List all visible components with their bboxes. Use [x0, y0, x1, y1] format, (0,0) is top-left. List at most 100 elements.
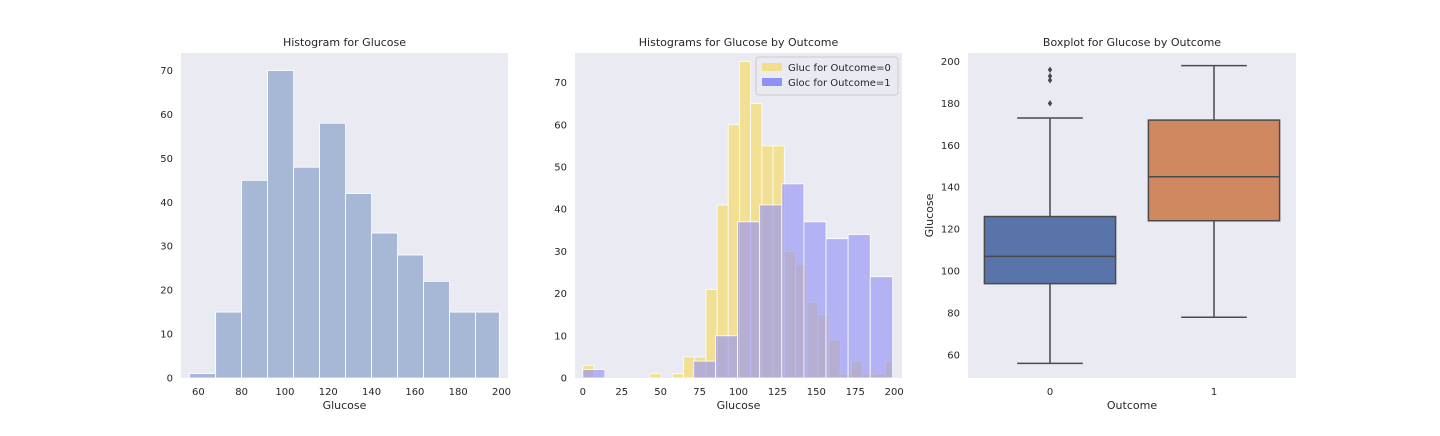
- y-tick-label: 50: [554, 162, 567, 173]
- histogram-bar: [671, 373, 684, 379]
- histogram-bar: [759, 204, 783, 379]
- histogram-bar: [582, 369, 606, 379]
- y-tick-label: 10: [554, 331, 567, 342]
- y-tick-label: 20: [160, 286, 173, 297]
- y-tick-labels: 0 10 20 30 40 50 60 70: [160, 66, 173, 384]
- x-tick-label: 1: [1211, 387, 1217, 398]
- panel-histogram-glucose: 60 80 100 120 140 160 180 200 0 10 20 30 40 50 60 70 H…: [160, 36, 511, 412]
- x-tick-label: 100: [275, 387, 294, 398]
- histogram-bar: [847, 234, 871, 379]
- y-axis-label: Glucose: [923, 193, 936, 237]
- histogram-bar: [345, 193, 372, 379]
- x-tick-label: 140: [362, 387, 381, 398]
- histogram-bar: [803, 221, 827, 379]
- x-tick-label: 75: [693, 387, 706, 398]
- x-tick-label: 50: [654, 387, 667, 398]
- x-axis-label: Outcome: [1107, 399, 1157, 412]
- x-tick-label: 200: [885, 387, 904, 398]
- x-tick-label: 25: [615, 387, 628, 398]
- x-axis-label: Glucose: [323, 399, 367, 412]
- panel-histograms-by-outcome: 0 25 50 75 100 125 150 175 200 0 10 20 30 40 50 60 70 H…: [554, 36, 903, 412]
- outlier-point: [1047, 100, 1053, 107]
- legend-swatch-outcome-1: [762, 78, 782, 86]
- y-tick-label: 40: [160, 198, 173, 209]
- histogram-bar: [215, 311, 243, 379]
- y-tick-label: 120: [941, 225, 960, 236]
- x-tick-label: 120: [319, 387, 338, 398]
- x-tick-label: 200: [492, 387, 511, 398]
- y-tick-label: 20: [554, 289, 567, 300]
- y-tick-label: 30: [554, 247, 567, 258]
- y-tick-label: 70: [160, 66, 173, 77]
- outlier-point: [1047, 77, 1053, 84]
- y-tick-labels: 60 80 100 120 140 160 180 200: [941, 57, 960, 362]
- chart-title: Boxplot for Glucose by Outcome: [1043, 36, 1221, 49]
- histogram-bar: [475, 311, 500, 379]
- x-tick-labels: 0 25 50 75 100 125 150 175 200: [580, 387, 904, 398]
- x-tick-label: 175: [846, 387, 865, 398]
- boxplots: [983, 64, 1281, 365]
- outlier-point: [1047, 72, 1053, 80]
- legend: Gluc for Outcome=0 Gloc for Outcome=1: [755, 56, 899, 96]
- histogram-bar: [737, 221, 761, 379]
- x-tick-label: 180: [449, 387, 468, 398]
- x-tick-label: 125: [768, 387, 787, 398]
- x-tick-label: 80: [235, 387, 248, 398]
- legend-label-outcome-0: Gluc for Outcome=0: [788, 63, 891, 74]
- box-iqr: [983, 215, 1117, 285]
- x-tick-label: 60: [192, 387, 205, 398]
- x-tick-label: 0: [1047, 387, 1053, 398]
- histogram-bar: [267, 70, 295, 379]
- legend-swatch-outcome-0: [762, 63, 782, 71]
- chart-title: Histograms for Glucose by Outcome: [639, 36, 839, 49]
- x-tick-label: 150: [807, 387, 826, 398]
- y-tick-label: 140: [941, 183, 960, 194]
- histogram-bar: [449, 311, 476, 379]
- y-tick-label: 60: [947, 350, 960, 361]
- y-tick-label: 160: [941, 141, 960, 152]
- y-tick-label: 60: [160, 110, 173, 121]
- histogram-bar: [423, 280, 450, 379]
- x-axis-label: Glucose: [717, 399, 761, 412]
- box-iqr: [1147, 119, 1281, 222]
- outlier-point: [1047, 66, 1053, 73]
- x-tick-label: 0: [580, 387, 586, 398]
- x-tick-label: 160: [405, 387, 424, 398]
- histogram-bar: [715, 335, 738, 379]
- x-tick-label: 100: [729, 387, 748, 398]
- y-tick-label: 200: [941, 57, 960, 68]
- y-tick-label: 70: [554, 78, 567, 89]
- histogram-bar: [825, 238, 849, 379]
- y-tick-label: 30: [160, 242, 173, 253]
- y-tick-label: 180: [941, 99, 960, 110]
- histogram-bar: [869, 276, 894, 379]
- y-tick-label: 80: [947, 309, 960, 320]
- histogram-bar: [293, 166, 320, 379]
- histogram-bar: [781, 183, 805, 379]
- histogram-bar: [692, 360, 716, 379]
- legend-label-outcome-1: Gloc for Outcome=1: [788, 78, 891, 89]
- chart-title: Histogram for Glucose: [283, 36, 406, 49]
- histogram-bar: [649, 373, 662, 379]
- histogram-bar: [371, 232, 398, 379]
- x-tick-labels: 60 80 100 120 140 160 180 200: [192, 387, 511, 398]
- y-tick-labels: 0 10 20 30 40 50 60 70: [554, 78, 567, 384]
- histogram-bar: [241, 179, 269, 379]
- histogram-bars: [189, 70, 500, 379]
- histogram-bars-outcome-1: [582, 183, 894, 379]
- y-tick-label: 40: [554, 205, 567, 216]
- y-tick-label: 60: [554, 120, 567, 131]
- y-tick-label: 0: [561, 374, 567, 385]
- y-tick-label: 0: [167, 374, 173, 385]
- y-tick-label: 100: [941, 267, 960, 278]
- y-tick-label: 50: [160, 154, 173, 165]
- y-tick-label: 10: [160, 330, 173, 341]
- histogram-bar: [319, 122, 346, 379]
- legend-frame: [755, 56, 899, 96]
- histogram-bar: [397, 254, 424, 379]
- histogram-bar: [189, 373, 217, 379]
